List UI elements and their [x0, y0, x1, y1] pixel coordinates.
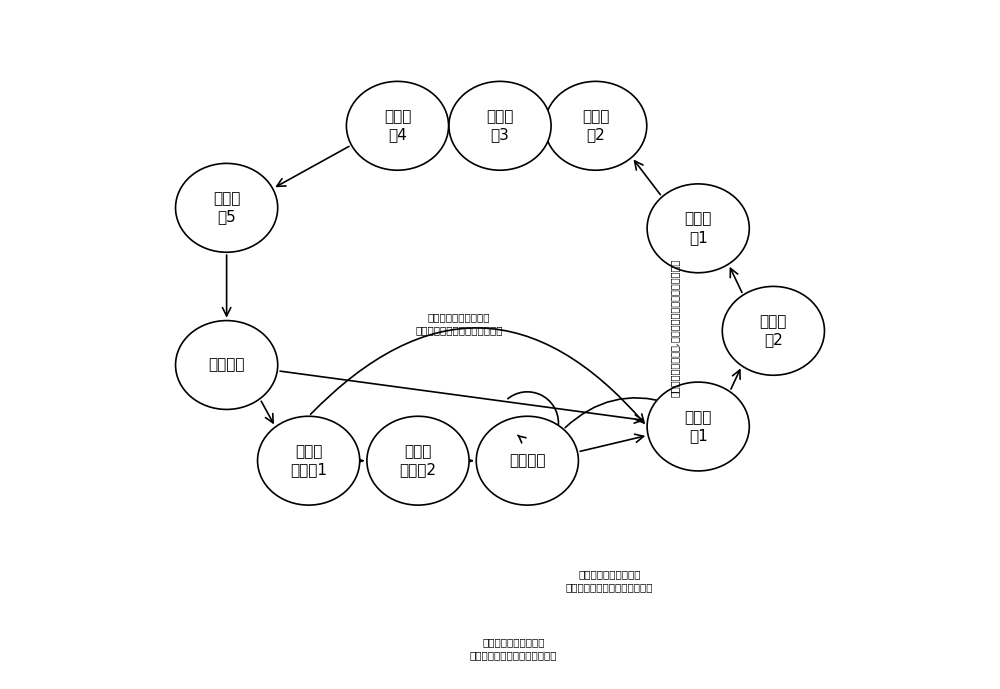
Ellipse shape: [545, 81, 647, 170]
Text: 建立状
态1: 建立状 态1: [685, 410, 712, 443]
Text: 选通状
态4: 选通状 态4: [384, 109, 411, 143]
Text: 选通状
态1: 选通状 态1: [685, 212, 712, 245]
Text: 建立状
态2: 建立状 态2: [760, 314, 787, 348]
Text: 选通状
态3: 选通状 态3: [486, 109, 514, 143]
FancyArrowPatch shape: [565, 397, 668, 428]
Text: 接收到访问空间相同，
且操作类型相同的总线操作请求: 接收到访问空间相同， 且操作类型相同的总线操作请求: [415, 312, 503, 336]
Text: 扩展维
持状态1: 扩展维 持状态1: [290, 444, 327, 477]
Text: 接收到访问空间相同，
且操作类型相同的总线操作请求: 接收到访问空间相同， 且操作类型相同的总线操作请求: [470, 637, 557, 660]
Text: 选通状
态2: 选通状 态2: [582, 109, 609, 143]
Ellipse shape: [258, 416, 360, 505]
Ellipse shape: [176, 163, 278, 252]
Text: 接收到访问空间相同，
且操作类型相同的总线操作请求: 接收到访问空间相同， 且操作类型相同的总线操作请求: [566, 568, 653, 592]
Ellipse shape: [647, 184, 749, 273]
Ellipse shape: [367, 416, 469, 505]
Ellipse shape: [722, 287, 824, 376]
Text: 接收到访问空间相同,且操作类型相同的总线操作请求: 接收到访问空间相同,且操作类型相同的总线操作请求: [669, 258, 679, 397]
Ellipse shape: [346, 81, 449, 170]
Ellipse shape: [476, 416, 578, 505]
Ellipse shape: [176, 320, 278, 409]
Ellipse shape: [449, 81, 551, 170]
Text: 维持状态: 维持状态: [208, 358, 245, 373]
FancyArrowPatch shape: [311, 328, 644, 423]
Text: 空闲状态: 空闲状态: [509, 453, 546, 469]
Text: 扩展维
持状态2: 扩展维 持状态2: [399, 444, 436, 477]
Text: 选通状
态5: 选通状 态5: [213, 191, 240, 225]
Ellipse shape: [647, 382, 749, 471]
